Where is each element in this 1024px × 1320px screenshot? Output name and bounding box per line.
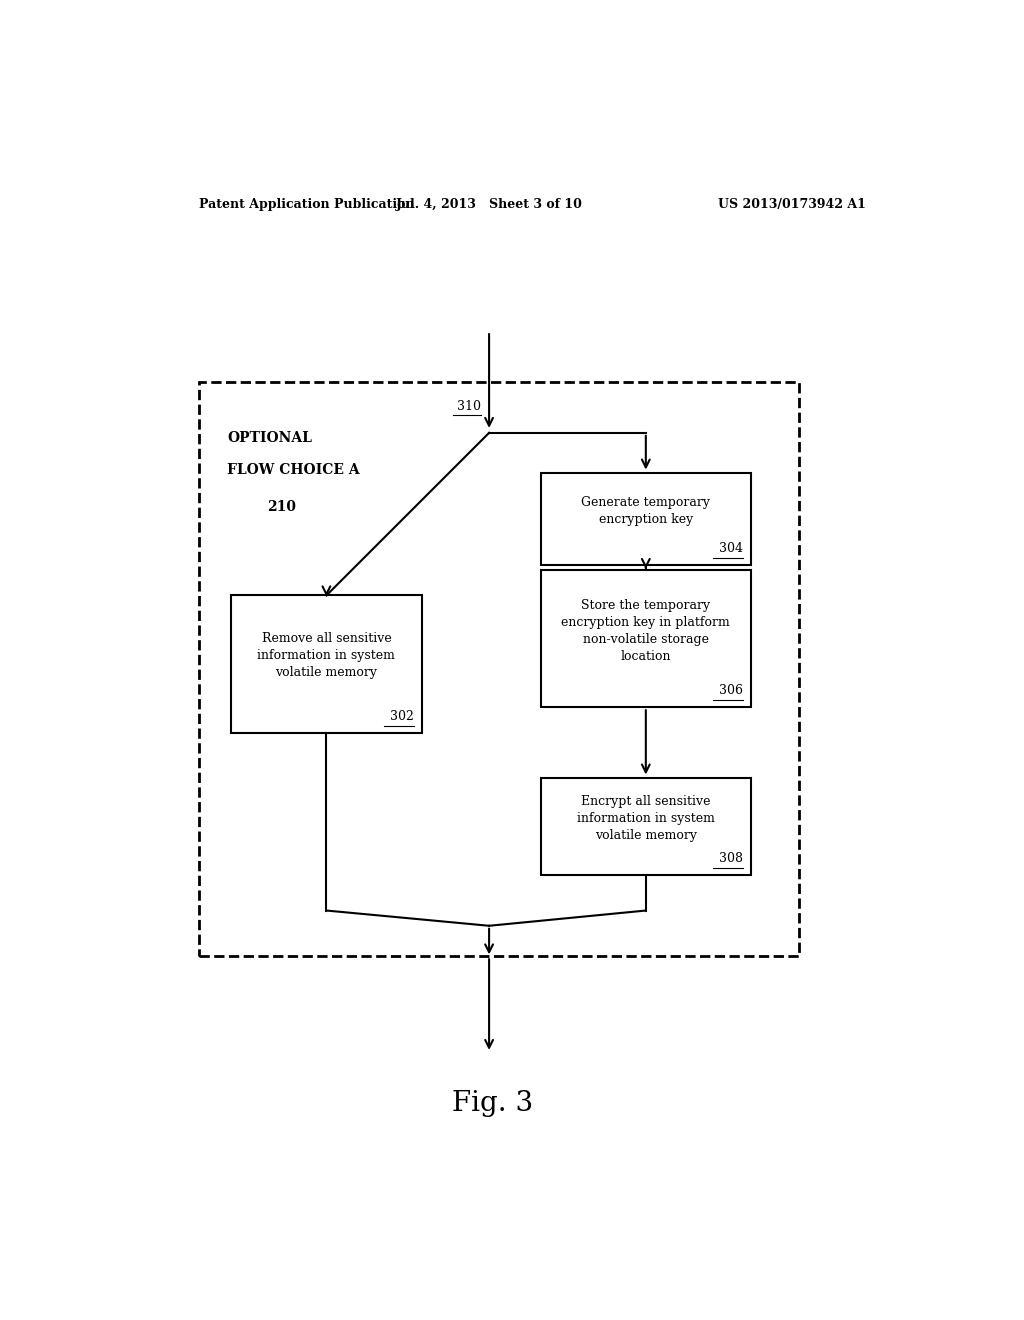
- Text: 310: 310: [457, 400, 481, 413]
- Text: Store the temporary
encryption key in platform
non-volatile storage
location: Store the temporary encryption key in pl…: [561, 598, 730, 663]
- Text: Generate temporary
encryption key: Generate temporary encryption key: [582, 496, 711, 527]
- Bar: [541, 474, 751, 565]
- Text: Fig. 3: Fig. 3: [453, 1090, 534, 1117]
- Text: Remove all sensitive
information in system
volatile memory: Remove all sensitive information in syst…: [257, 632, 395, 680]
- Text: FLOW CHOICE A: FLOW CHOICE A: [227, 463, 359, 478]
- Text: 308: 308: [719, 851, 743, 865]
- Text: US 2013/0173942 A1: US 2013/0173942 A1: [718, 198, 866, 211]
- Text: 302: 302: [390, 710, 414, 722]
- Text: 210: 210: [267, 500, 296, 513]
- Bar: [231, 595, 422, 733]
- Text: Encrypt all sensitive
information in system
volatile memory: Encrypt all sensitive information in sys…: [577, 795, 715, 842]
- Bar: [200, 381, 799, 956]
- Text: Patent Application Publication: Patent Application Publication: [200, 198, 415, 211]
- Text: 304: 304: [719, 541, 743, 554]
- Text: 306: 306: [719, 684, 743, 697]
- Bar: [541, 570, 751, 708]
- Text: OPTIONAL: OPTIONAL: [227, 430, 312, 445]
- Text: Jul. 4, 2013   Sheet 3 of 10: Jul. 4, 2013 Sheet 3 of 10: [395, 198, 583, 211]
- Bar: [541, 779, 751, 875]
